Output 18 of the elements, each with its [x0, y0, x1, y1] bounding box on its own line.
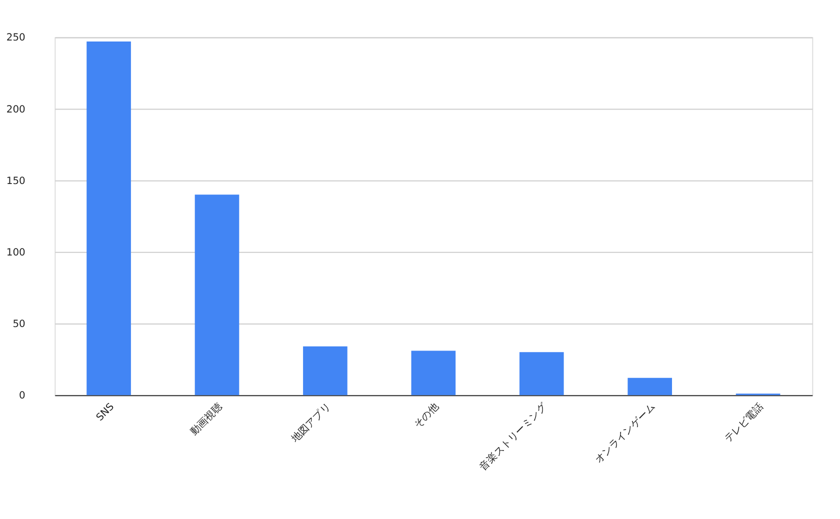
y-tick-label: 50	[12, 318, 26, 330]
x-tick-label: テレビ電話	[722, 400, 766, 445]
x-tick-label: 音楽ストリーミング	[477, 400, 550, 473]
bar	[628, 378, 672, 396]
y-tick-label: 200	[6, 104, 26, 116]
bar	[194, 194, 240, 396]
bar	[519, 352, 564, 396]
x-tick-label: オンラインゲーム	[593, 402, 658, 466]
bar	[411, 350, 456, 396]
x-tick-label: 地図アプリ	[288, 400, 333, 446]
x-tick-label: その他	[411, 400, 442, 430]
bar	[86, 41, 131, 396]
y-tick-label: 0	[19, 390, 26, 402]
x-tick-label: 動画視聴	[188, 400, 225, 438]
y-tick-label: 150	[6, 176, 26, 187]
bar	[303, 346, 348, 396]
y-tick-label: 250	[6, 32, 26, 44]
y-tick-label: 100	[6, 247, 26, 258]
